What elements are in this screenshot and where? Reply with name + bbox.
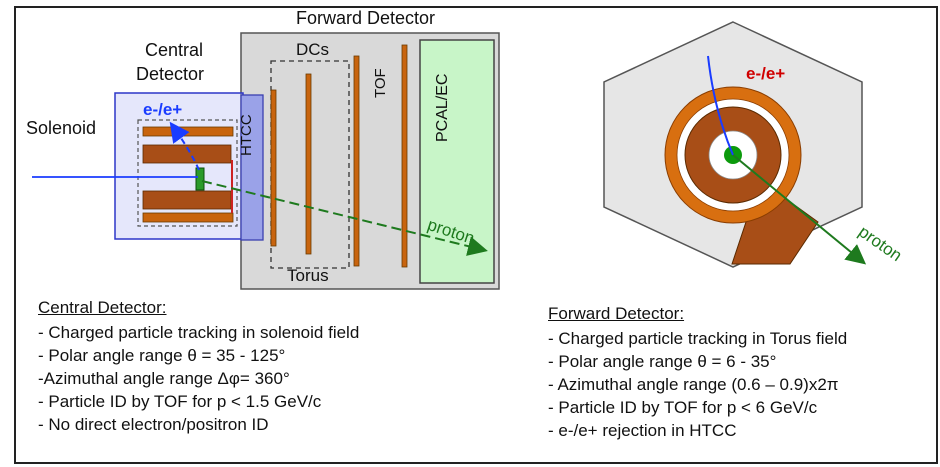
central-info-item: - No direct electron/positron ID [38, 415, 269, 434]
htcc-box [240, 94, 264, 241]
forward-info-item: - Particle ID by TOF for p < 6 GeV/c [548, 398, 818, 417]
forward-info-item: - Polar angle range θ = 6 - 35° [548, 352, 777, 371]
electron-positron-label-side: e-/e+ [143, 100, 183, 119]
tof-bar [401, 44, 408, 268]
solenoid-bar-bottom [142, 212, 234, 223]
central-info-item: - Particle ID by TOF for p < 1.5 GeV/c [38, 392, 322, 411]
torus-label: Torus [287, 266, 329, 285]
electron-track-side [169, 121, 200, 171]
solenoid-bar-top [142, 126, 234, 137]
forward-info-item: - Azimuthal angle range (0.6 – 0.9)x2π [548, 375, 839, 394]
solenoid-label: Solenoid [26, 118, 97, 138]
tof-label: TOF [372, 68, 389, 98]
tracker-bar-top [142, 144, 232, 164]
dcs-label: DCs [296, 40, 330, 59]
dc-bar-1 [270, 89, 277, 247]
proton-track-front [732, 154, 867, 265]
central-inner-dashed-box [137, 119, 238, 227]
pcal-ec-box [419, 39, 495, 284]
central-info-item: - Charged particle tracking in solenoid … [38, 323, 360, 342]
forward-info-heading: Forward Detector: [548, 304, 685, 323]
forward-info-item: - e-/e+ rejection in HTCC [548, 421, 737, 440]
central-detector-label-line2: Detector [136, 64, 205, 84]
central-detector-label-line1: Central [145, 40, 204, 60]
pcal-ec-label: PCAL/EC [434, 73, 451, 142]
dcs-dashed-box [270, 60, 350, 269]
central-info-block: Central Detector: - Charged particle tra… [38, 296, 359, 436]
electron-positron-label-front: e-/e+ [746, 64, 786, 83]
tracker-bar-bottom [142, 190, 232, 210]
htcc-label: HTCC [238, 114, 255, 156]
dc-bar-3 [353, 55, 360, 267]
central-info-item: - Polar angle range θ = 35 - 125° [38, 346, 286, 365]
forward-detector-label: Forward Detector [296, 8, 436, 28]
central-info-item: -Azimuthal angle range Δφ= 360° [38, 369, 290, 388]
central-info-heading: Central Detector: [38, 298, 167, 317]
proton-track-side [201, 180, 488, 256]
slide-border [14, 6, 938, 464]
forward-info-item: - Charged particle tracking in Torus fie… [548, 329, 848, 348]
forward-info-block: Forward Detector: - Charged particle tra… [548, 302, 847, 442]
dc-bar-2 [305, 73, 312, 255]
electron-track-front [707, 55, 734, 156]
target [195, 167, 205, 191]
